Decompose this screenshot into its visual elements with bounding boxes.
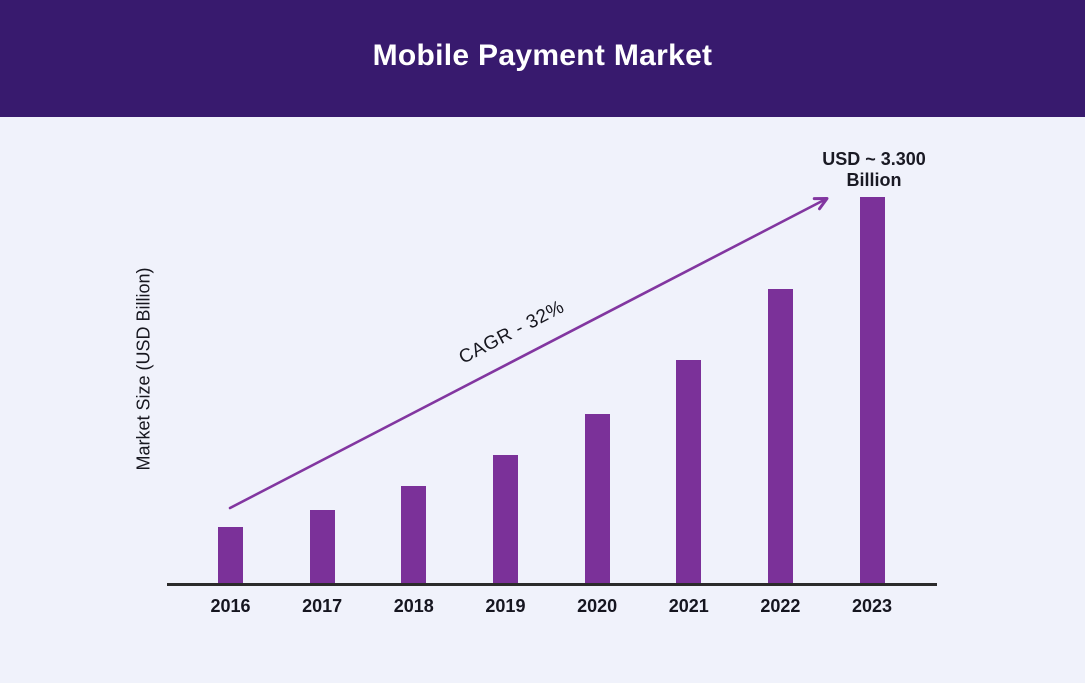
bar-2022 bbox=[767, 289, 793, 583]
arrow-line bbox=[228, 196, 829, 510]
page-title: Mobile Payment Market bbox=[372, 38, 713, 72]
x-axis-line bbox=[167, 583, 937, 586]
bar-2021 bbox=[676, 360, 702, 583]
x-tick-2022: 2022 bbox=[760, 596, 801, 616]
cagr-annotation: CAGR - 32% bbox=[455, 296, 568, 369]
bar-2019 bbox=[492, 455, 518, 583]
title-banner: Mobile Payment Market bbox=[0, 0, 1085, 117]
bar-2023 bbox=[859, 197, 885, 583]
bar-2016 bbox=[218, 527, 243, 583]
bar-2018 bbox=[401, 486, 427, 583]
y-axis-label: Market Size (USD Billion) bbox=[133, 267, 154, 471]
x-tick-2020: 2020 bbox=[577, 596, 618, 616]
x-tick-2018: 2018 bbox=[393, 596, 434, 616]
bar-2017 bbox=[309, 510, 335, 583]
usd-value-annotation: USD ~ 3.300 Billion bbox=[822, 149, 926, 190]
usd-value-line1: USD ~ 3.300 bbox=[822, 149, 926, 169]
x-tick-2017: 2017 bbox=[302, 596, 343, 616]
usd-value-line2: Billion bbox=[846, 169, 902, 190]
x-tick-2021: 2021 bbox=[668, 596, 709, 616]
x-tick-2019: 2019 bbox=[485, 596, 526, 616]
x-tick-2023: 2023 bbox=[852, 596, 893, 616]
x-tick-2016: 2016 bbox=[210, 596, 251, 616]
bar-2020 bbox=[584, 414, 610, 583]
